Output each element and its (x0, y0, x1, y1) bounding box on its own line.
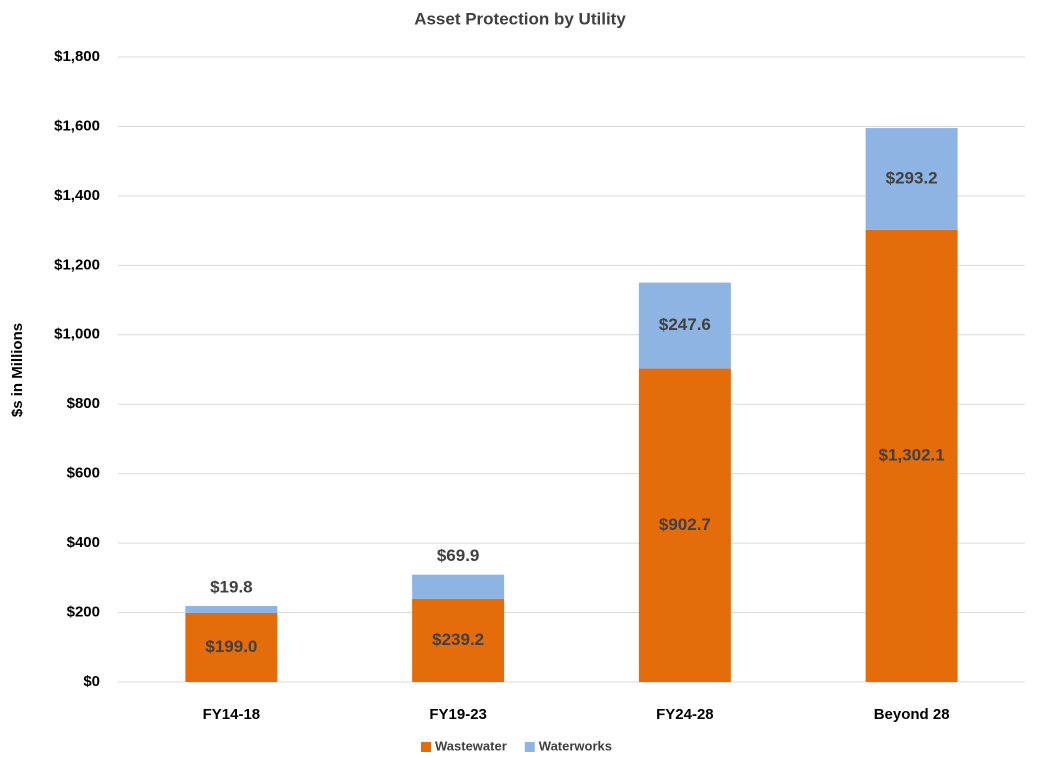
bar-segment (185, 606, 278, 613)
y-tick-label: $800 (67, 395, 100, 412)
bar-segment (638, 282, 731, 369)
bar-segment (412, 574, 505, 599)
legend-label: Waterworks (539, 738, 612, 753)
data-label: $199.0 (205, 637, 257, 656)
y-tick-label: $1,600 (54, 117, 100, 134)
bar-segment (865, 128, 958, 230)
legend-swatch (524, 742, 535, 752)
data-label: $69.9 (437, 546, 480, 565)
x-tick-label: Beyond 28 (874, 706, 950, 723)
y-tick-label: $600 (67, 465, 100, 482)
data-label: $902.7 (659, 515, 711, 534)
data-label: $293.2 (886, 168, 938, 187)
legend-label: Wastewater (435, 738, 507, 753)
x-tick-label: FY24-28 (656, 706, 714, 723)
x-tick-label: FY19-23 (429, 706, 487, 723)
data-label: $19.8 (210, 578, 253, 597)
chart-title: Asset Protection by Utility (414, 9, 626, 28)
data-label: $1,302.1 (879, 445, 945, 464)
bar-segment (185, 612, 278, 682)
bar-segment (638, 368, 731, 682)
y-tick-label: $1,800 (54, 48, 100, 65)
x-tick-label: FY14-18 (203, 706, 261, 723)
y-tick-label: $1,000 (54, 326, 100, 343)
y-tick-label: $0 (83, 673, 100, 690)
y-tick-label: $400 (67, 534, 100, 551)
y-tick-label: $1,400 (54, 187, 100, 204)
legend-swatch (421, 742, 431, 752)
bar-segment (865, 229, 958, 682)
bar-segment (412, 598, 505, 682)
data-label: $247.6 (659, 315, 711, 334)
y-axis-title: $s in Millions (9, 323, 26, 417)
data-label: $239.2 (432, 630, 484, 649)
y-tick-label: $1,200 (54, 256, 100, 273)
y-tick-label: $200 (67, 604, 100, 621)
